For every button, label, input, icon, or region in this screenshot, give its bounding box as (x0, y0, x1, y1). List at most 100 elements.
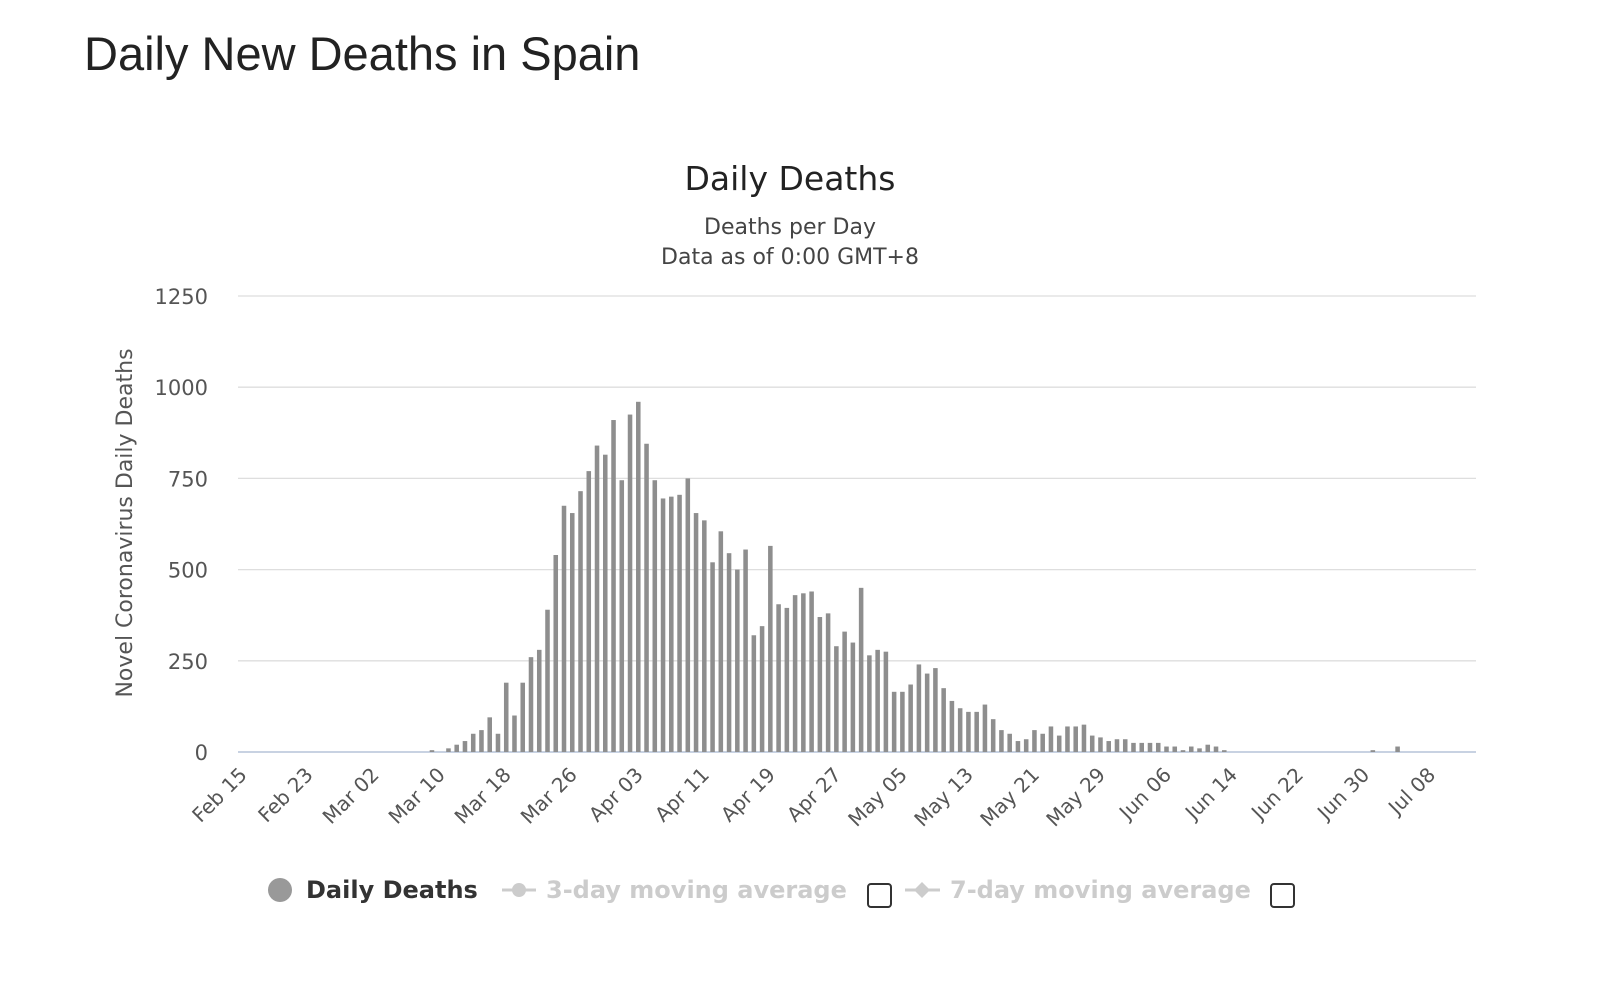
bar[interactable] (1048, 726, 1054, 752)
bar[interactable] (982, 704, 988, 752)
bar[interactable] (784, 607, 790, 752)
bar[interactable] (768, 545, 773, 752)
bar[interactable] (1147, 742, 1153, 752)
bar[interactable] (809, 591, 814, 752)
bar[interactable] (470, 733, 476, 752)
bar[interactable] (627, 414, 633, 752)
bar[interactable] (924, 673, 930, 752)
bar[interactable] (1032, 730, 1037, 752)
bar[interactable] (751, 635, 757, 752)
bar[interactable] (710, 562, 715, 752)
bar[interactable] (685, 478, 691, 752)
bar[interactable] (636, 401, 641, 752)
bar[interactable] (834, 646, 839, 752)
bar[interactable] (1015, 741, 1021, 752)
bar[interactable] (850, 642, 856, 752)
bar[interactable] (528, 657, 534, 752)
bar[interactable] (825, 613, 831, 752)
bar[interactable] (949, 700, 955, 752)
bar[interactable] (900, 691, 905, 752)
3-day-average-checkbox[interactable] (867, 883, 892, 908)
bar[interactable] (677, 494, 682, 752)
bar[interactable] (776, 604, 781, 752)
bar[interactable] (759, 626, 765, 752)
bar[interactable] (842, 631, 847, 752)
bar[interactable] (726, 553, 732, 752)
bar[interactable] (669, 496, 674, 752)
bar[interactable] (578, 491, 583, 752)
bar[interactable] (1106, 741, 1111, 752)
bar[interactable] (619, 480, 625, 752)
bar[interactable] (536, 649, 542, 752)
bar[interactable] (801, 593, 806, 752)
bar[interactable] (1007, 733, 1012, 752)
bar[interactable] (792, 595, 798, 752)
bar[interactable] (1213, 746, 1219, 752)
bar[interactable] (1222, 750, 1227, 752)
bar[interactable] (1188, 746, 1194, 752)
bar[interactable] (1056, 735, 1062, 752)
bar[interactable] (735, 569, 740, 752)
bar[interactable] (446, 748, 451, 752)
bar[interactable] (1197, 748, 1202, 752)
bar[interactable] (1164, 746, 1169, 752)
bar[interactable] (520, 682, 526, 752)
bar[interactable] (883, 651, 889, 752)
bar[interactable] (1065, 726, 1070, 752)
bar[interactable] (1023, 739, 1029, 752)
bar[interactable] (867, 655, 872, 752)
bar[interactable] (966, 711, 971, 752)
bar[interactable] (553, 555, 559, 752)
bar[interactable] (512, 715, 517, 752)
bar[interactable] (487, 717, 492, 752)
bar[interactable] (875, 649, 880, 752)
bar[interactable] (569, 513, 575, 752)
bar[interactable] (503, 682, 509, 752)
bar[interactable] (908, 684, 913, 752)
legend-item-7-day-average[interactable]: 7-day moving average (905, 876, 1251, 904)
bar[interactable] (702, 520, 707, 752)
bar[interactable] (718, 531, 724, 752)
bar[interactable] (957, 708, 963, 752)
bar[interactable] (586, 471, 592, 752)
legend-item-daily-deaths[interactable]: Daily Deaths (268, 876, 478, 904)
bar[interactable] (1073, 726, 1078, 752)
bar[interactable] (999, 730, 1004, 752)
bar[interactable] (1131, 742, 1136, 752)
bar[interactable] (858, 587, 864, 752)
bar[interactable] (603, 454, 608, 752)
bar[interactable] (1395, 746, 1400, 752)
legend-item-3-day-average[interactable]: 3-day moving average (502, 876, 847, 904)
bar[interactable] (1155, 742, 1161, 752)
bar[interactable] (933, 668, 938, 752)
bar[interactable] (1040, 733, 1045, 752)
bar[interactable] (941, 688, 946, 752)
bar[interactable] (1081, 724, 1087, 752)
bar[interactable] (693, 513, 699, 752)
bar[interactable] (817, 617, 823, 752)
bar[interactable] (891, 691, 897, 752)
bar[interactable] (429, 750, 435, 752)
bar[interactable] (1205, 744, 1211, 752)
bar[interactable] (990, 719, 996, 752)
bar[interactable] (1370, 750, 1376, 752)
bar[interactable] (479, 730, 484, 752)
bar[interactable] (1114, 739, 1120, 752)
7-day-average-checkbox[interactable] (1270, 883, 1295, 908)
bar[interactable] (1089, 735, 1095, 752)
bar[interactable] (561, 505, 567, 752)
bar[interactable] (1172, 746, 1178, 752)
bar[interactable] (454, 744, 459, 752)
bar[interactable] (1098, 737, 1103, 752)
bar[interactable] (495, 733, 501, 752)
bar[interactable] (1139, 742, 1145, 752)
bar[interactable] (974, 711, 979, 752)
bar[interactable] (1122, 739, 1128, 752)
bar[interactable] (594, 445, 600, 752)
bar[interactable] (916, 664, 922, 752)
bar[interactable] (462, 741, 468, 752)
bar[interactable] (743, 549, 748, 752)
bar[interactable] (1180, 750, 1186, 752)
bar[interactable] (660, 498, 666, 752)
bar[interactable] (644, 443, 649, 752)
